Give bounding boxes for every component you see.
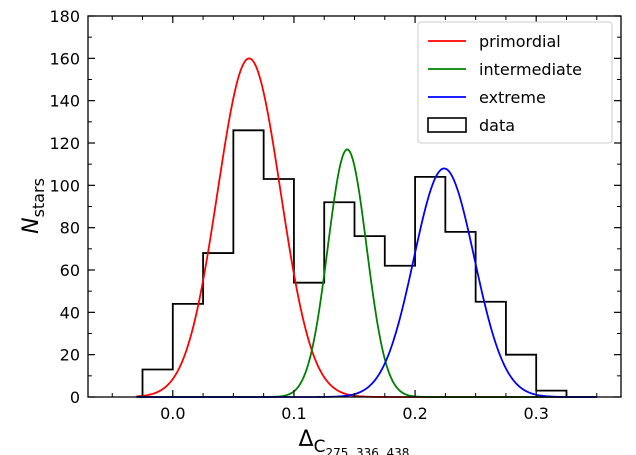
histogram-data <box>141 129 568 397</box>
y-tick-label: 0 <box>70 388 80 407</box>
curve-extreme <box>136 167 597 398</box>
y-tick-label: 40 <box>60 303 80 322</box>
x-tick-label: 0.2 <box>402 404 427 423</box>
x-axis-label: ΔC275, 336, 438 <box>299 427 410 455</box>
y-tick-label: 20 <box>60 346 80 365</box>
y-tick-label: 80 <box>60 219 80 238</box>
legend-frame <box>417 21 613 144</box>
legend-swatch-data <box>427 117 467 133</box>
legend-label-primordial: primordial <box>479 32 561 51</box>
legend-label-intermediate: intermediate <box>479 60 582 79</box>
y-tick-label: 160 <box>49 49 80 68</box>
legend: primordial intermediate extreme data <box>417 21 613 144</box>
axis-ticks: 0.0 0.1 0.2 0.3 0 20 40 60 80 100 120 140 160 180 <box>49 7 621 423</box>
y-axis-label: Nstars <box>19 178 48 234</box>
y-tick-label: 140 <box>49 92 80 111</box>
y-tick-label: 60 <box>60 261 80 280</box>
y-tick-label: 120 <box>49 134 80 153</box>
x-tick-label: 0.1 <box>281 404 306 423</box>
y-tick-label: 180 <box>49 7 80 26</box>
y-tick-label: 100 <box>49 176 80 195</box>
legend-label-data: data <box>479 116 515 135</box>
legend-label-extreme: extreme <box>479 88 546 107</box>
x-tick-label: 0.0 <box>160 404 185 423</box>
curve-intermediate <box>136 148 597 398</box>
x-tick-label: 0.3 <box>523 404 548 423</box>
